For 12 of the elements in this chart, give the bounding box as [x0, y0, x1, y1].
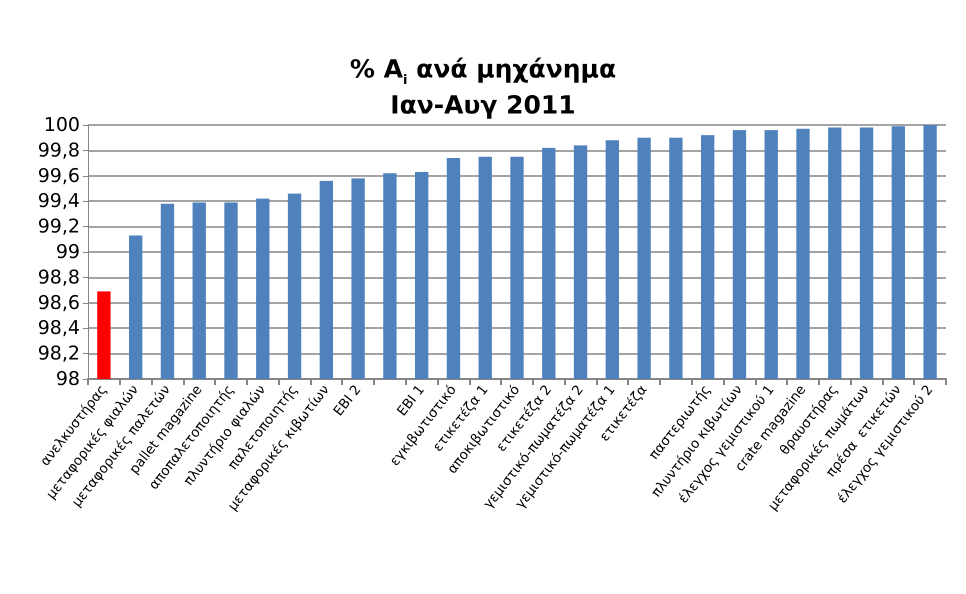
y-tick-label: 100: [44, 114, 80, 136]
y-tick-label: 99,6: [38, 164, 80, 187]
y-tick-label: 98,8: [38, 266, 80, 288]
y-tick-label: 98,2: [38, 342, 80, 365]
y-tick-label: 99: [56, 241, 80, 263]
y-tick-label: 98,4: [38, 317, 80, 340]
y-tick-label: 98: [56, 368, 80, 390]
y-tick-label: 99,8: [38, 139, 80, 162]
y-tick-label: 99,4: [38, 190, 80, 212]
y-tick-label: 98,6: [38, 292, 80, 314]
y-tick-label: 99,2: [38, 216, 80, 238]
x-tick-label: EBI 2: [330, 382, 364, 420]
